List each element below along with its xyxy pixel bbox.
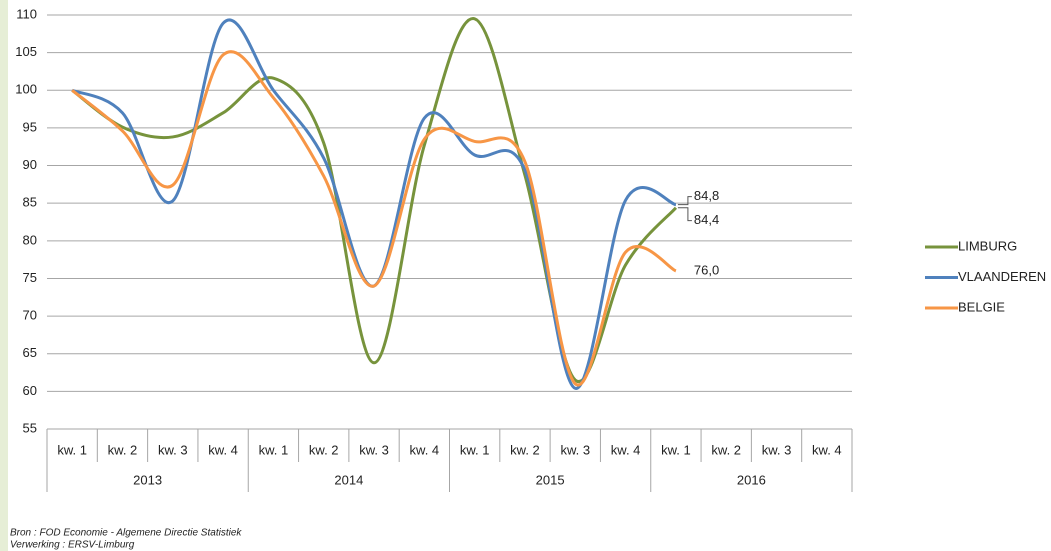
y-tick-label: 75 (23, 270, 37, 285)
x-group-label: 2014 (334, 472, 363, 487)
x-group-label: 2016 (737, 472, 766, 487)
y-tick-label: 85 (23, 195, 37, 210)
legend-label: VLAANDEREN (958, 269, 1046, 284)
series-line (71, 50, 677, 387)
label-leader (677, 207, 692, 222)
x-tick-label: kw. 3 (560, 442, 590, 457)
x-group-label: 2013 (133, 472, 162, 487)
x-tick-label: kw. 4 (410, 442, 440, 457)
y-tick-label: 95 (23, 119, 37, 134)
x-tick-label: kw. 3 (762, 442, 792, 457)
x-tick-label: kw. 4 (208, 442, 238, 457)
x-tick-label: kw. 1 (460, 442, 490, 457)
x-tick-label: kw. 4 (611, 442, 641, 457)
source-note: Bron : FOD Economie - Algemene Directie … (10, 528, 242, 539)
x-tick-label: kw. 1 (57, 442, 87, 457)
source-note: Verwerking : ERSV-Limburg (10, 540, 135, 551)
y-tick-label: 65 (23, 345, 37, 360)
x-tick-label: kw. 2 (711, 442, 741, 457)
x-tick-label: kw. 3 (359, 442, 389, 457)
chart-area (8, 0, 1051, 551)
value-label: 84,8 (694, 188, 719, 203)
y-tick-label: 110 (16, 6, 37, 21)
y-tick-label: 60 (23, 383, 37, 398)
y-tick-label: 80 (23, 232, 37, 247)
series-line (71, 17, 678, 384)
y-tick-label: 70 (23, 308, 37, 323)
legend-label: LIMBURG (958, 238, 1017, 253)
x-tick-label: kw. 4 (812, 442, 842, 457)
x-tick-label: kw. 1 (661, 442, 691, 457)
x-tick-label: kw. 1 (259, 442, 289, 457)
x-tick-label: kw. 3 (158, 442, 188, 457)
label-leader (677, 196, 692, 206)
y-tick-label: 55 (23, 420, 37, 435)
y-tick-label: 105 (15, 44, 37, 59)
x-group-label: 2015 (536, 472, 565, 487)
x-tick-label: kw. 2 (510, 442, 540, 457)
y-tick-label: 100 (15, 82, 37, 97)
value-label: 76,0 (694, 262, 719, 277)
y-tick-label: 90 (23, 157, 37, 172)
value-label: 84,4 (694, 212, 719, 227)
legend-label: BELGIE (958, 299, 1005, 314)
x-tick-label: kw. 2 (309, 442, 339, 457)
x-tick-label: kw. 2 (108, 442, 138, 457)
